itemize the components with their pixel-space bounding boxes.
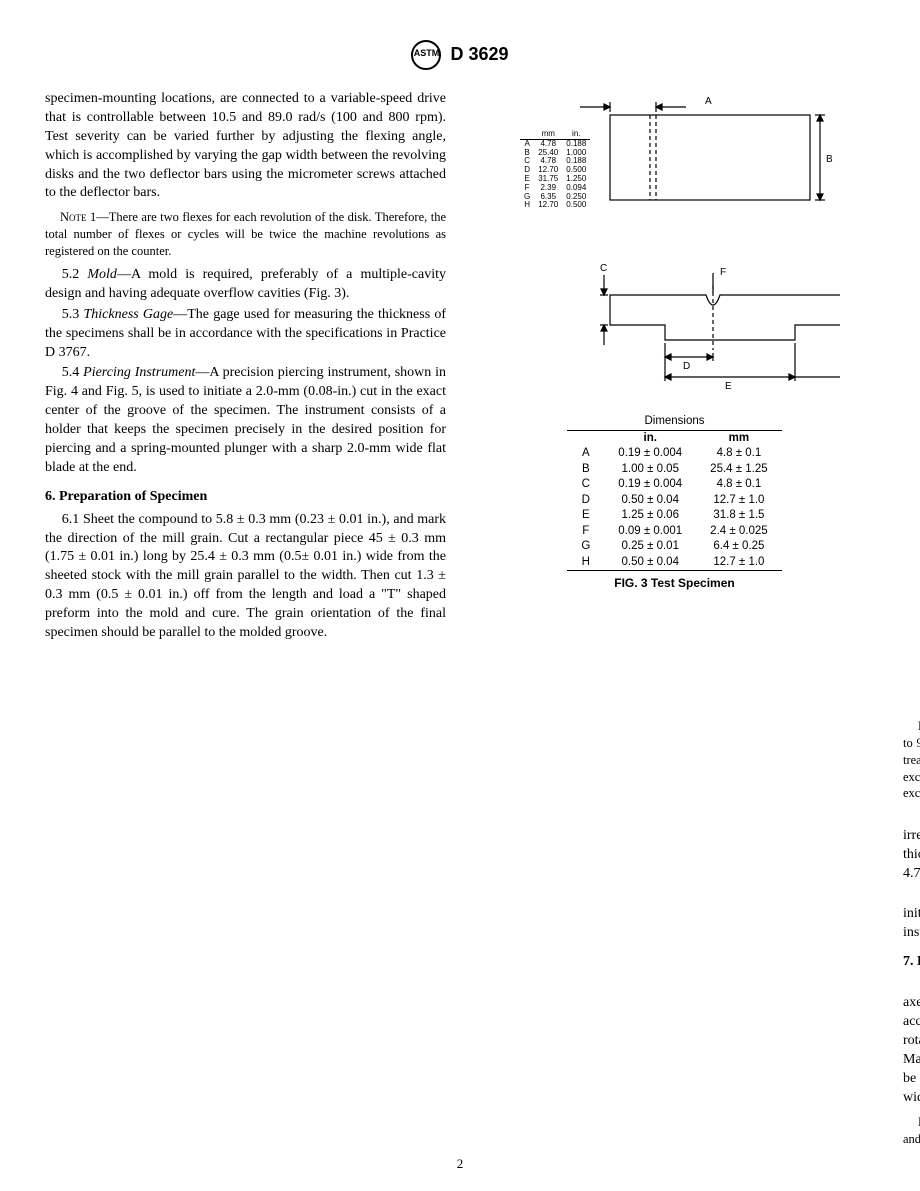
fig3-dim-table: in.mm A0.19 ± 0.0044.8 ± 0.1 B1.00 ± 0.0… [567,430,781,572]
page-number: 2 [0,1155,920,1173]
para-7-1: 7.1 Before starting a test, check the in… [903,975,920,1107]
section-6-head: 6. Preparation of Specimen [45,488,446,507]
fig3-dim-title: Dimensions [474,414,875,430]
para-6-3: 6.3 Deflash without rounding edges or pi… [903,886,920,943]
fig3-col-in: in. [604,430,696,446]
note-1: Note 1—There are two flexes for each rev… [45,209,446,260]
fig5-caption: FIG. 5 Piercing Instrument [903,694,920,710]
fig3-caption: FIG. 3 Test Specimen [474,575,875,591]
para-5-3: 5.3 Thickness Gage—The gage used for mea… [45,306,446,363]
standard-code: D 3629 [450,44,508,64]
page-header: ASTM D 3629 [45,40,875,70]
p52-lead: 5.2 [62,267,88,282]
fig3-mini-legend: mmin. A4.780.188 B25.401.000 C4.780.188 … [520,130,590,210]
fig3-col-mm: mm [696,430,781,446]
section-7-head: 7. Equipment Adjustment [903,953,920,972]
para-5-4: 5.4 Piercing Instrument—A precision pier… [45,364,446,477]
figure-3: A B mmin. A4.780.188 B25.401.000 C4.780.… [474,90,875,591]
figure-5: A B 2.06 mm diameter tapered to a flat e… [903,316,920,710]
svg-text:F: F [720,267,726,278]
astm-logo-icon: ASTM [411,40,441,70]
p54-term: Piercing Instrument [83,365,195,380]
para-specimen-mounting: specimen-mounting locations, are connect… [45,90,446,203]
note-2: Note 2—Using typical passenger tire trea… [903,718,920,802]
svg-text:E: E [725,381,732,392]
p53-lead: 5.3 [62,307,84,322]
figure-4: FIG. 4 Piercing Instrument [903,98,920,308]
note-1-label: Note 1 [60,210,96,224]
svg-text:A: A [705,96,712,107]
svg-text:B: B [826,154,833,165]
para-6-2: 6.2 Specimens shall have smooth surfaces… [903,808,920,884]
para-5-2: 5.2 Mold—A mold is required, preferably … [45,266,446,304]
p52-term: Mold [87,267,117,282]
fig5-dim-title: Dimensions [903,610,920,626]
svg-text:C: C [600,263,607,274]
p54-text: —A precision piercing instrument, shown … [45,365,446,474]
p53-term: Thickness Gage [84,307,174,322]
p54-lead: 5.4 [62,365,83,380]
fig3-svg: A B mmin. A4.780.188 B25.401.000 C4.780.… [510,90,840,410]
two-column-body: specimen-mounting locations, are connect… [45,90,875,1150]
note-1-text: —There are two flexes for each revolutio… [45,210,446,258]
svg-text:D: D [683,361,690,372]
fig4-caption: FIG. 4 Piercing Instrument [903,292,920,308]
para-6-1: 6.1 Sheet the compound to 5.8 ± 0.3 mm (… [45,511,446,643]
